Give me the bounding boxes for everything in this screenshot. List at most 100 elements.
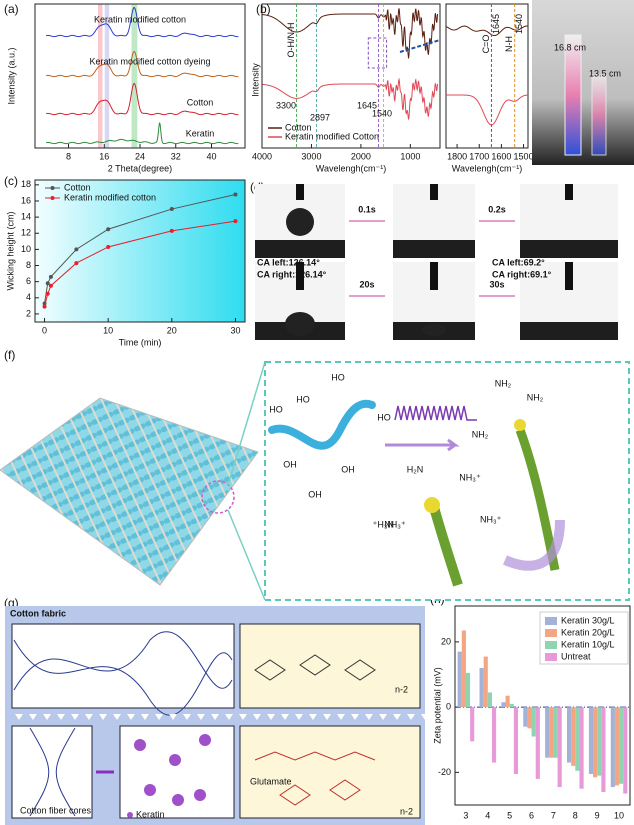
y-tick-label: 8 <box>26 260 31 270</box>
x-tick-label: 0 <box>42 325 47 335</box>
x-tick-label: 8 <box>66 151 71 161</box>
divider-triangle <box>15 714 23 720</box>
sub-panel <box>11 623 235 709</box>
zoom-circle <box>201 480 235 514</box>
bar <box>531 707 536 737</box>
photo-label: 13.5 cm <box>589 68 621 78</box>
divider-triangle <box>183 714 191 720</box>
x-tick-label: 16 <box>99 151 109 161</box>
bar <box>567 707 572 763</box>
bar <box>483 656 488 708</box>
bar <box>623 707 628 794</box>
time-label: 30s <box>489 279 504 289</box>
chemical-label: OH <box>283 459 297 469</box>
zoom-line <box>227 361 266 601</box>
bar <box>545 707 550 758</box>
time-label: 0.2s <box>488 204 506 214</box>
divider-triangle <box>57 714 65 720</box>
x-tick-label: 7 <box>551 810 556 820</box>
keratin-ball <box>169 754 181 766</box>
needle <box>296 184 304 200</box>
panel-label: (b) <box>256 2 271 16</box>
x-tick-label: 1600 <box>491 151 511 161</box>
bar <box>553 707 558 758</box>
data-point <box>48 274 53 279</box>
annotation: O-H/N-H <box>286 23 296 58</box>
data-point <box>74 247 79 252</box>
y-tick-label: 16 <box>21 195 31 205</box>
needle <box>565 262 573 290</box>
bar <box>610 707 615 788</box>
divider-triangle <box>113 714 121 720</box>
keratin-ball <box>424 497 440 513</box>
ftir-curve <box>262 77 439 121</box>
inset-frame <box>445 3 529 149</box>
keratin-ball <box>514 419 526 431</box>
bar <box>601 707 606 792</box>
x-tick-label: 32 <box>171 151 181 161</box>
x-tick-label: 1500 <box>514 151 534 161</box>
y-tick-label: 12 <box>21 228 31 238</box>
y-tick-label: 14 <box>21 211 31 221</box>
y-tick-label: 0 <box>446 702 451 712</box>
cellulose <box>268 399 376 450</box>
data-point <box>106 244 111 249</box>
divider-triangle <box>197 714 205 720</box>
chemical-label: HO <box>331 372 345 382</box>
substrate <box>520 240 618 258</box>
keratin-ball <box>134 739 146 751</box>
divider-triangle <box>239 714 247 720</box>
substrate <box>255 240 345 258</box>
xrd-curve <box>46 50 239 78</box>
annotation: 1540 <box>514 14 524 34</box>
angle-label: CA right:126.14° <box>257 269 327 279</box>
divider-triangle <box>155 714 163 720</box>
band <box>98 4 103 148</box>
divider-triangle <box>407 714 415 720</box>
legend-label: Keratin 20g/L <box>561 627 615 637</box>
band <box>104 4 110 148</box>
bar <box>557 707 562 788</box>
y-axis-label: Intensity (a.u.) <box>6 47 16 104</box>
x-tick-label: 30 <box>230 325 240 335</box>
photo <box>532 0 634 165</box>
chemical-label: HO <box>377 412 391 422</box>
x-tick-label: 10 <box>614 810 624 820</box>
divider-triangle <box>267 714 275 720</box>
curve-label: Cotton <box>187 97 214 107</box>
divider-triangle <box>309 714 317 720</box>
y-tick-label: 2 <box>26 308 31 318</box>
data-point <box>42 304 47 309</box>
needle <box>296 262 304 290</box>
x-tick-label: 6 <box>529 810 534 820</box>
bar <box>491 707 497 763</box>
band <box>131 4 138 148</box>
legend-label: Cotton <box>285 122 312 132</box>
sub-panel <box>11 725 93 819</box>
arrow <box>503 519 565 571</box>
legend-label: Cotton <box>64 182 91 192</box>
divider-triangle <box>295 714 303 720</box>
chemical-label: OH <box>341 464 355 474</box>
chemical-label: NH₂ <box>472 429 489 439</box>
x-tick-label: 1000 <box>400 151 420 161</box>
sub-panel <box>239 623 421 709</box>
x-tick-label: 40 <box>206 151 216 161</box>
divider-triangle <box>365 714 373 720</box>
panel-label: (a) <box>4 2 19 16</box>
legend-swatch <box>545 641 557 649</box>
divider-triangle <box>421 714 429 720</box>
y-tick-label: 18 <box>21 179 31 189</box>
chemical-label: NH₃⁺ <box>480 514 502 524</box>
fiber-core <box>29 727 76 817</box>
chemical-label: n-2 <box>400 806 413 816</box>
bar <box>523 707 528 727</box>
needle <box>565 184 573 200</box>
divider-triangle <box>323 714 331 720</box>
chemical-label: HO <box>296 394 310 404</box>
needle <box>430 262 438 290</box>
divider-triangle <box>211 714 219 720</box>
data-point <box>233 219 238 224</box>
y-tick-label: -20 <box>438 767 451 777</box>
chemical-label: NH₃⁺ <box>384 519 406 529</box>
